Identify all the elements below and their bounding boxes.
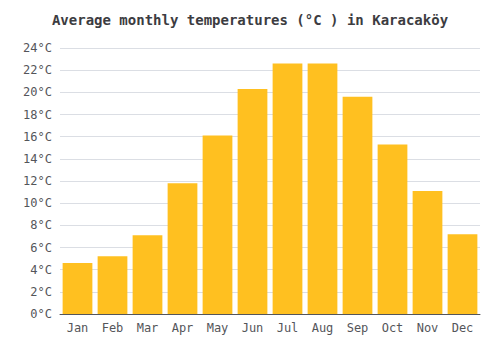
svg-text:Jun: Jun (242, 321, 264, 335)
svg-text:16°C: 16°C (23, 130, 52, 144)
svg-text:12°C: 12°C (23, 174, 52, 188)
svg-text:Jan: Jan (67, 321, 89, 335)
svg-text:0°C: 0°C (30, 307, 52, 321)
svg-text:6°C: 6°C (30, 241, 52, 255)
svg-text:May: May (207, 321, 229, 335)
svg-text:22°C: 22°C (23, 63, 52, 77)
svg-text:Mar: Mar (137, 321, 159, 335)
svg-text:Dec: Dec (452, 321, 474, 335)
svg-text:Sep: Sep (347, 321, 369, 335)
svg-text:2°C: 2°C (30, 285, 52, 299)
svg-text:14°C: 14°C (23, 152, 52, 166)
svg-text:8°C: 8°C (30, 218, 52, 232)
svg-text:Nov: Nov (417, 321, 439, 335)
svg-text:Oct: Oct (382, 321, 404, 335)
svg-text:Apr: Apr (172, 321, 194, 335)
svg-text:4°C: 4°C (30, 263, 52, 277)
svg-text:Jul: Jul (277, 321, 299, 335)
svg-text:Feb: Feb (102, 321, 124, 335)
svg-text:18°C: 18°C (23, 108, 52, 122)
svg-text:24°C: 24°C (23, 41, 52, 55)
svg-text:20°C: 20°C (23, 85, 52, 99)
svg-text:Aug: Aug (312, 321, 334, 335)
svg-text:Average monthly temperatures (: Average monthly temperatures (°C ) in Ka… (52, 12, 449, 28)
svg-text:10°C: 10°C (23, 196, 52, 210)
